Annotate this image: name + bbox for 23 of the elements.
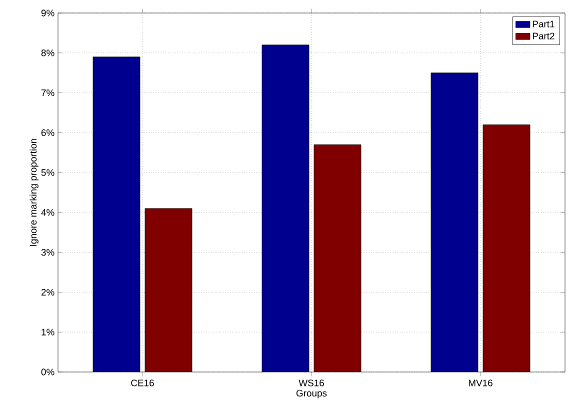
legend-label: Part1 bbox=[532, 20, 554, 28]
bar bbox=[314, 144, 362, 372]
y-axis-title: Ignore marking proportion bbox=[30, 138, 38, 246]
y-tick-label: 5% bbox=[41, 169, 54, 176]
x-tick-label: MV16 bbox=[468, 380, 492, 386]
bar bbox=[482, 124, 530, 372]
bar bbox=[430, 72, 478, 372]
y-tick-label: 7% bbox=[41, 89, 54, 96]
y-tick-label: 1% bbox=[42, 328, 54, 336]
x-tick-label: CE16 bbox=[131, 380, 154, 386]
y-tick-label: 2% bbox=[41, 288, 54, 296]
bar bbox=[92, 56, 140, 372]
legend-label: Part2 bbox=[532, 32, 554, 40]
y-tick-label: 6% bbox=[41, 129, 54, 136]
bar bbox=[262, 44, 310, 372]
x-axis-title: Groups bbox=[296, 390, 327, 398]
y-tick-label: 3% bbox=[41, 248, 54, 256]
y-tick-label: 8% bbox=[41, 50, 54, 56]
bar bbox=[144, 208, 192, 372]
x-tick-label: WS16 bbox=[298, 380, 324, 386]
y-tick-label: 4% bbox=[41, 209, 54, 216]
y-tick-label: 9% bbox=[41, 10, 54, 16]
y-tick-label: 0% bbox=[41, 368, 54, 376]
